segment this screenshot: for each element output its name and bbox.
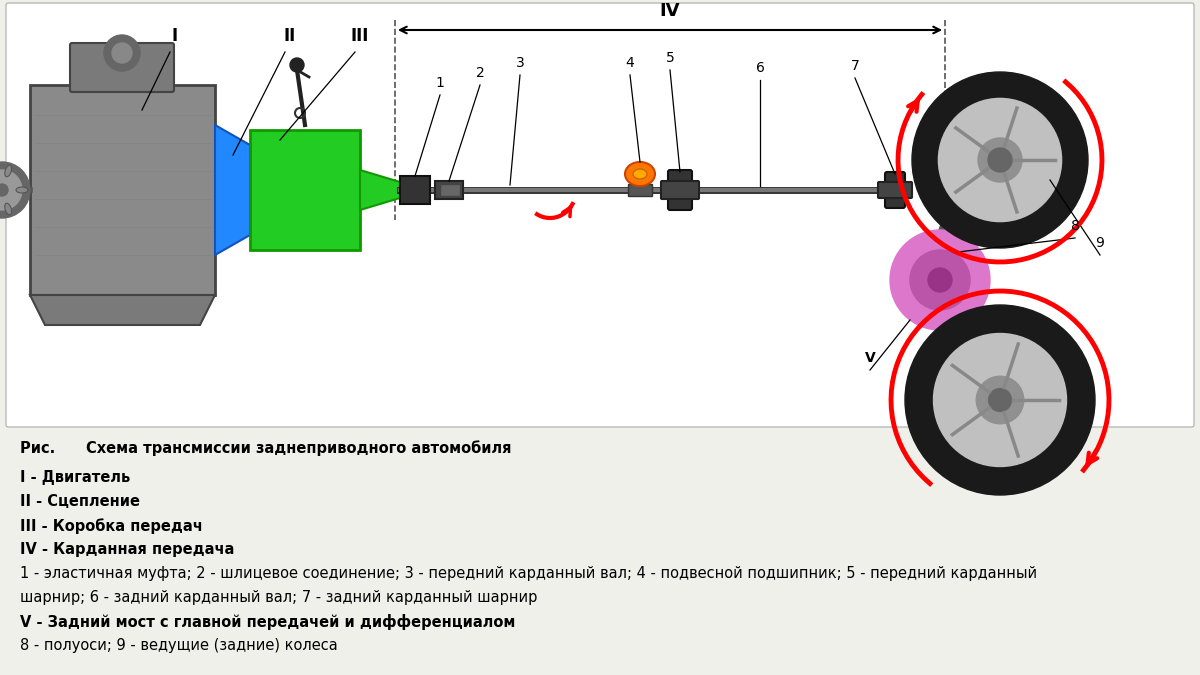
Text: III - Коробка передач: III - Коробка передач [20,518,203,534]
FancyBboxPatch shape [436,181,463,199]
Circle shape [0,162,30,218]
Circle shape [290,58,304,72]
Text: IV: IV [660,2,680,20]
Text: V: V [865,351,875,365]
Circle shape [905,305,1096,495]
Circle shape [912,72,1088,248]
Text: I: I [172,27,178,45]
Circle shape [977,376,1024,424]
Text: I - Двигатель: I - Двигатель [20,470,131,485]
Circle shape [0,184,8,196]
FancyBboxPatch shape [400,176,430,204]
Circle shape [988,148,1012,172]
Text: 7: 7 [851,59,859,73]
Text: 3: 3 [516,56,524,70]
Text: 8: 8 [1070,219,1080,233]
Ellipse shape [16,187,28,193]
Circle shape [104,35,140,71]
Text: 1 - эластичная муфта; 2 - шлицевое соединение; 3 - передний карданный вал; 4 - п: 1 - эластичная муфта; 2 - шлицевое соеди… [20,566,1037,581]
Circle shape [989,389,1012,411]
Text: II - Сцепление: II - Сцепление [20,494,140,509]
FancyBboxPatch shape [878,182,912,198]
Circle shape [0,170,22,210]
Text: 4: 4 [625,56,635,70]
FancyBboxPatch shape [440,184,460,196]
FancyBboxPatch shape [30,85,215,295]
FancyBboxPatch shape [250,130,360,250]
Circle shape [928,268,952,292]
Text: 1: 1 [436,76,444,90]
Circle shape [112,43,132,63]
FancyBboxPatch shape [628,184,652,196]
Polygon shape [360,170,400,210]
Ellipse shape [5,203,12,215]
Polygon shape [215,125,250,255]
FancyBboxPatch shape [6,3,1194,427]
Text: 2: 2 [475,66,485,80]
Text: II: II [284,27,296,45]
Text: шарнир; 6 - задний карданный вал; 7 - задний карданный шарнир: шарнир; 6 - задний карданный вал; 7 - за… [20,590,538,605]
Polygon shape [30,295,215,325]
Text: III: III [350,27,370,45]
Ellipse shape [5,165,12,177]
Text: 8 - полуоси; 9 - ведущие (задние) колеса: 8 - полуоси; 9 - ведущие (задние) колеса [20,638,337,653]
Circle shape [934,333,1067,466]
FancyBboxPatch shape [70,43,174,92]
Ellipse shape [625,162,655,186]
Text: Рис.      Схема трансмиссии заднеприводного автомобиля: Рис. Схема трансмиссии заднеприводного а… [20,440,511,456]
Circle shape [990,149,1010,171]
Circle shape [978,138,1022,182]
FancyBboxPatch shape [886,172,905,208]
FancyBboxPatch shape [661,181,698,199]
Text: IV - Карданная передача: IV - Карданная передача [20,542,234,557]
FancyBboxPatch shape [668,170,692,210]
Text: 5: 5 [666,51,674,65]
Text: 6: 6 [756,61,764,75]
Text: V - Задний мост с главной передачей и дифференциалом: V - Задний мост с главной передачей и ди… [20,614,515,630]
Ellipse shape [634,169,647,179]
Circle shape [910,250,970,310]
Circle shape [890,230,990,330]
Text: 9: 9 [1096,236,1104,250]
Circle shape [938,99,1062,221]
